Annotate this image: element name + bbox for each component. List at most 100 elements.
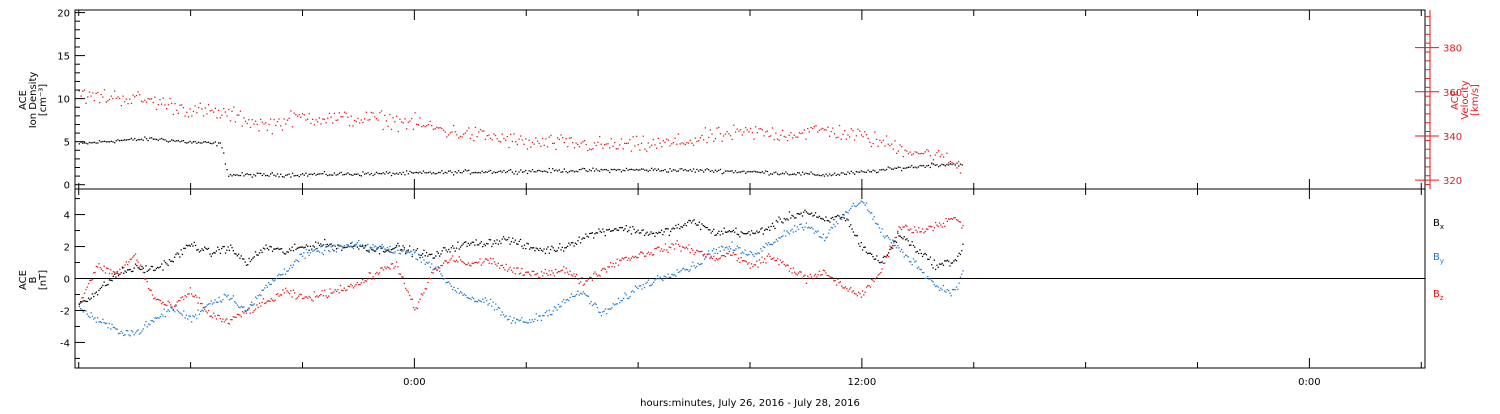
bx-series-point: [560, 249, 562, 251]
bz-series-point: [172, 308, 174, 311]
bx-series-point: [594, 233, 596, 235]
bz-series-point: [278, 295, 280, 297]
bz-series-point: [355, 284, 357, 286]
velocity-series-point: [692, 144, 695, 146]
bx-series-point: [91, 293, 94, 295]
bx-series-point: [816, 216, 818, 218]
density-series-point: [939, 164, 941, 167]
bz-series-point: [664, 243, 667, 245]
density-series-point: [124, 139, 126, 141]
bz-series-point: [680, 250, 682, 252]
bx-series-point: [236, 255, 238, 257]
velocity-series-point: [85, 102, 87, 104]
density-series-point: [696, 168, 698, 171]
density-series-point: [666, 171, 668, 173]
by-series-point: [625, 294, 627, 296]
bz-series-point: [265, 302, 267, 304]
bx-series-point: [386, 249, 389, 251]
by-series-point: [797, 228, 800, 230]
bx-series-point: [734, 231, 736, 233]
by-series-point: [476, 301, 479, 303]
bx-series-point: [671, 228, 673, 230]
bz-series-point: [397, 266, 399, 268]
bx-series-point: [612, 229, 614, 232]
bz-series-point: [141, 268, 143, 271]
bz-series-point: [839, 281, 841, 283]
velocity-series-point: [833, 133, 836, 135]
bz-series-point: [346, 289, 348, 291]
bx-series-point: [615, 228, 617, 230]
bx-series-point: [681, 226, 684, 228]
bx-series-point: [651, 232, 653, 235]
by-series-point: [932, 281, 934, 283]
by-series-point: [851, 205, 853, 207]
by-series-point: [175, 305, 177, 307]
bx-series-point: [219, 252, 221, 254]
bz-series-point: [333, 291, 335, 293]
by-series-point: [549, 314, 552, 316]
bx-series-point: [467, 242, 469, 245]
by-series-point: [906, 255, 908, 257]
density-series-point: [496, 171, 498, 173]
bz-series-point: [317, 296, 319, 298]
by-series-point: [615, 303, 617, 305]
bz-series-point: [213, 312, 215, 314]
velocity-series-point: [202, 115, 205, 117]
by-series-point: [812, 228, 814, 230]
velocity-series-point: [510, 133, 512, 135]
velocity-series-point: [174, 103, 176, 105]
bz-series-point: [210, 315, 212, 317]
density-series-point: [474, 171, 477, 174]
velocity-series-point: [181, 104, 183, 106]
by-series-point: [811, 226, 813, 228]
density-series-point: [842, 172, 844, 174]
density-series-point: [956, 162, 958, 164]
bz-series-point: [457, 261, 459, 263]
bx-series-point: [546, 248, 548, 250]
bx-series-point: [440, 253, 442, 255]
bz-series-point: [472, 262, 475, 265]
by-series-point: [196, 317, 198, 320]
density-series-point: [345, 173, 347, 175]
velocity-series-point: [172, 113, 174, 116]
bz-series-point: [230, 319, 232, 321]
density-series-point: [412, 172, 414, 174]
velocity-series-point: [899, 144, 901, 146]
by-series-point: [799, 223, 801, 226]
velocity-series-point: [812, 127, 814, 130]
by-series-point: [245, 310, 248, 312]
bz-series-point: [134, 253, 137, 255]
density-series-point: [911, 165, 913, 167]
by-series-point: [769, 243, 771, 245]
by-series-point: [311, 249, 313, 251]
velocity-series-point: [88, 91, 91, 93]
density-series-point: [466, 170, 468, 172]
bz-series-point: [409, 294, 411, 297]
bx-series-point: [301, 246, 304, 248]
density-series-point: [199, 142, 201, 144]
by-series-point: [525, 321, 527, 323]
velocity-series-point: [565, 138, 567, 140]
by-series-point: [787, 231, 789, 234]
bx-series-point: [146, 270, 148, 272]
bx-series-point: [282, 251, 284, 253]
density-series-point: [867, 169, 869, 171]
bz-series-point: [740, 256, 742, 259]
by-series-point: [933, 284, 935, 286]
density-series-point: [786, 173, 789, 175]
bx-series-point: [119, 273, 121, 275]
velocity-series-point: [493, 133, 495, 135]
density-series-point: [951, 163, 953, 166]
bz-series-point: [576, 273, 578, 276]
velocity-axis-label: ACE Velocity [km/s]: [1450, 80, 1481, 119]
density-series-point: [899, 166, 901, 169]
velocity-series-point: [182, 107, 185, 109]
density-series-point: [515, 170, 517, 173]
bz-series-point: [201, 302, 203, 305]
velocity-series-point: [318, 117, 320, 119]
velocity-series-point: [191, 115, 193, 117]
by-series-point: [589, 303, 591, 305]
velocity-series-point: [746, 129, 748, 131]
density-series-point: [491, 172, 493, 174]
velocity-series-point: [511, 140, 513, 143]
